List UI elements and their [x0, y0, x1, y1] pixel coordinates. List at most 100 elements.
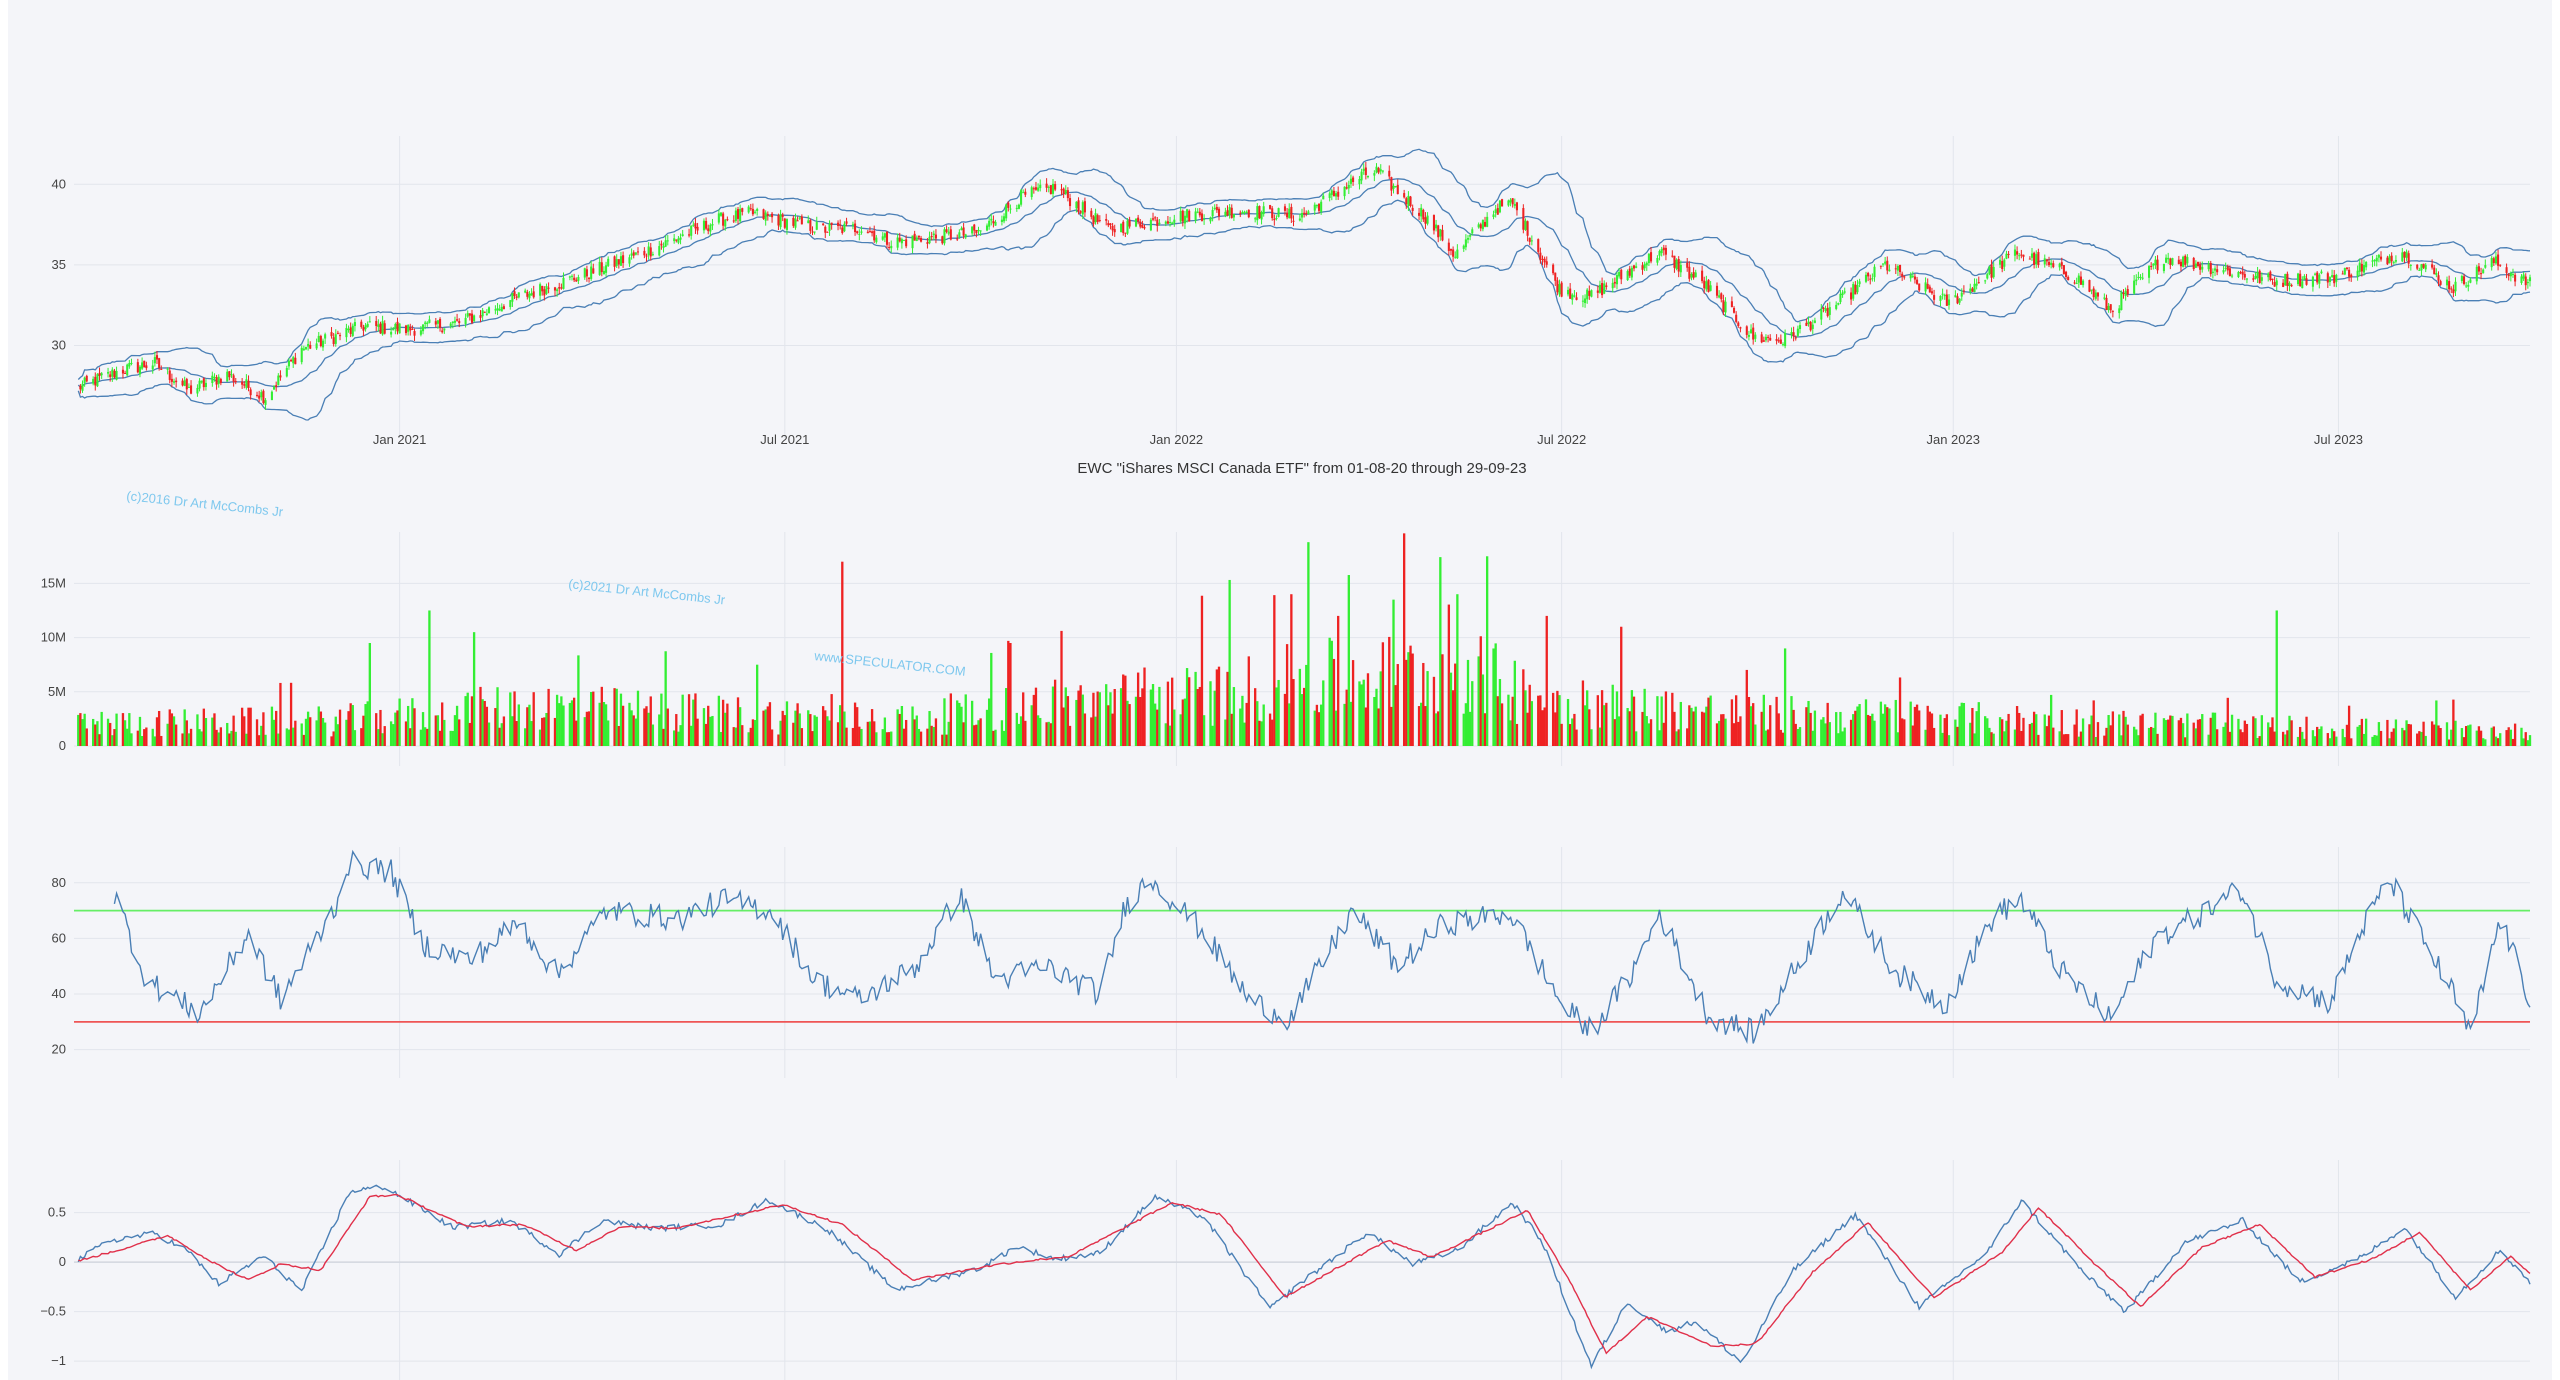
- candle-body: [1898, 264, 1902, 273]
- volume-bar: [1990, 732, 1993, 746]
- candle-body: [2296, 273, 2300, 285]
- candle-body: [96, 374, 99, 387]
- candle-body: [1364, 167, 1367, 176]
- volume-bar: [2079, 731, 2083, 746]
- candle: [1750, 324, 1753, 334]
- volume-bar: [379, 709, 382, 746]
- candle: [2422, 263, 2425, 269]
- volume-bar: [1522, 669, 1525, 746]
- candle-body: [1528, 237, 1531, 242]
- candle: [2111, 310, 2114, 318]
- volume-bar: [1945, 714, 1949, 746]
- candle: [992, 215, 995, 228]
- candle-body: [811, 231, 814, 233]
- candle: [141, 357, 144, 370]
- candle-body: [2228, 268, 2231, 277]
- candle: [792, 215, 795, 228]
- candle: [1452, 246, 1455, 262]
- volume-bar: [2171, 715, 2174, 746]
- candle-body: [1226, 210, 1229, 216]
- candle-body: [528, 293, 531, 299]
- candle-body: [702, 220, 706, 231]
- candle: [617, 259, 620, 269]
- candle: [1226, 205, 1229, 217]
- volume-bar: [515, 721, 518, 746]
- volume-bar: [2186, 713, 2189, 746]
- candle-body: [2124, 290, 2127, 297]
- volume-bar: [2120, 735, 2123, 746]
- candle-body: [1732, 307, 1736, 313]
- candle: [979, 230, 982, 236]
- candle: [2477, 263, 2480, 275]
- candle-body: [1066, 190, 1069, 199]
- candle-body: [1515, 202, 1518, 211]
- candle: [347, 325, 350, 333]
- candle-body: [2035, 254, 2038, 265]
- volume-bar: [396, 710, 399, 746]
- candle: [487, 306, 491, 314]
- candle-body: [255, 394, 259, 396]
- candle: [434, 317, 437, 328]
- candle-body: [243, 384, 246, 386]
- candle: [287, 358, 290, 370]
- candle: [1469, 233, 1472, 241]
- volume-bar: [375, 713, 378, 746]
- candle-body: [602, 270, 605, 275]
- candle-body: [2103, 297, 2106, 299]
- candle-body: [1209, 217, 1212, 222]
- candle-body: [1924, 282, 1927, 292]
- candle-body: [111, 369, 114, 377]
- candle: [1166, 215, 1169, 224]
- volume-bar: [2090, 715, 2093, 746]
- volume-bar: [2511, 738, 2515, 746]
- candle-body: [485, 313, 488, 315]
- candle-body: [1469, 235, 1472, 237]
- candle: [1000, 215, 1003, 226]
- candle: [562, 272, 565, 290]
- candle: [1596, 285, 1599, 299]
- volume-bar: [1345, 689, 1348, 746]
- volume-bar: [185, 720, 188, 746]
- volume-bar: [458, 719, 461, 746]
- volume-bar: [1143, 667, 1146, 746]
- volume-bar: [1620, 626, 1623, 746]
- volume-bar: [1866, 714, 1870, 746]
- candle-body: [690, 225, 693, 236]
- candle-body: [911, 235, 914, 249]
- candle-body: [1258, 206, 1261, 219]
- candle: [130, 358, 133, 366]
- volume-bar: [1634, 731, 1638, 746]
- volume-bar: [721, 699, 725, 746]
- candle-body: [547, 287, 550, 289]
- candle: [1566, 286, 1570, 297]
- candle: [709, 223, 712, 237]
- candle: [198, 378, 201, 392]
- volume-bar: [1139, 697, 1142, 746]
- volume-bar: [2318, 729, 2321, 746]
- candle-body: [888, 246, 891, 248]
- candle-body: [1909, 274, 1912, 279]
- candle-body: [424, 322, 427, 324]
- candle-body: [172, 381, 176, 383]
- candle: [1618, 268, 1621, 279]
- volume-bar: [1213, 690, 1216, 746]
- volume-bar: [94, 724, 97, 746]
- volume-bar: [2215, 729, 2219, 746]
- volume-bar: [1737, 721, 1740, 746]
- volume-bar: [2162, 718, 2166, 746]
- bollinger-lower-line: [77, 199, 2531, 421]
- candle: [873, 225, 876, 244]
- candle-body: [1526, 221, 1529, 236]
- volume-bar: [649, 696, 652, 746]
- candle-body: [1039, 184, 1042, 189]
- volume-bar: [830, 694, 833, 746]
- candle: [530, 288, 533, 296]
- candle-body: [1873, 266, 1876, 278]
- volume-bar: [83, 713, 86, 746]
- candle: [860, 226, 863, 235]
- volume-bar: [1526, 712, 1529, 746]
- candle-body: [1024, 191, 1027, 195]
- candle: [1760, 331, 1763, 344]
- candle-body: [926, 242, 929, 244]
- candle: [2118, 305, 2121, 319]
